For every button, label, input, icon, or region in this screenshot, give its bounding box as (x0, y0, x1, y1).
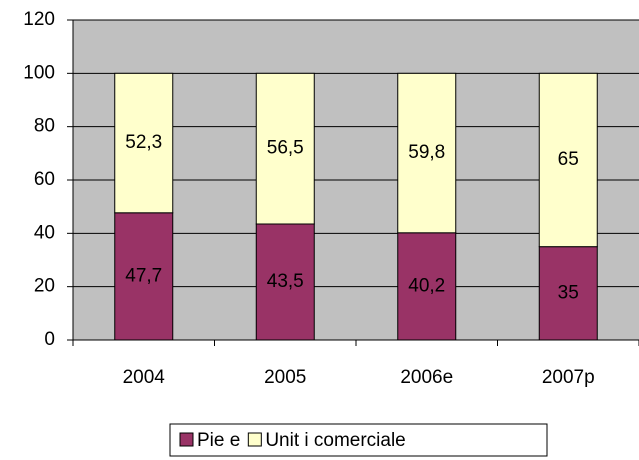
y-tick-label: 40 (34, 222, 55, 243)
data-label: 35 (558, 282, 579, 303)
data-label: 65 (558, 149, 579, 170)
data-label: 52,3 (125, 132, 162, 153)
legend-box (169, 423, 548, 457)
y-tick-label: 100 (23, 62, 55, 83)
bar-segment (255, 223, 315, 341)
x-tick-label: 2005 (264, 367, 306, 388)
legend-label: Pie e (197, 430, 240, 451)
bar-segment (255, 72, 315, 225)
bar-segment (397, 72, 457, 234)
data-label: 47,7 (125, 265, 162, 286)
bar-segment (538, 72, 598, 248)
bar-segment (397, 232, 457, 341)
bar-segment (114, 212, 174, 341)
data-label: 59,8 (408, 142, 445, 163)
y-tick-label: 120 (23, 9, 55, 30)
data-label: 43,5 (267, 271, 304, 292)
x-tick-label: 2004 (123, 367, 166, 388)
legend-label: Unit i comerciale (265, 430, 405, 451)
y-tick-label: 20 (34, 276, 55, 297)
x-tick-label: 2006e (400, 367, 453, 388)
y-tick-label: 0 (44, 329, 55, 350)
x-tick-label: 2007p (542, 367, 595, 388)
legend-swatch (179, 432, 194, 447)
bar-segment (114, 72, 174, 214)
legend-swatch (247, 432, 262, 447)
data-label: 56,5 (267, 138, 304, 159)
data-label: 40,2 (408, 275, 445, 296)
y-tick-label: 80 (34, 116, 55, 137)
y-tick-label: 60 (34, 169, 55, 190)
